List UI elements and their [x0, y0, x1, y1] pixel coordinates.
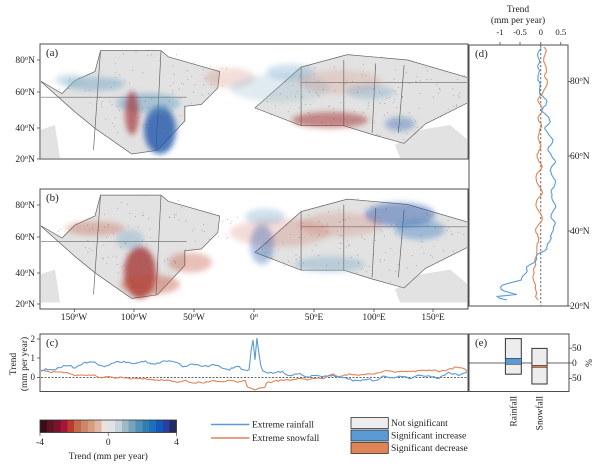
svg-text:-0.5: -0.5 [513, 27, 527, 37]
svg-text:0: 0 [572, 359, 577, 369]
svg-text:1: 1 [31, 353, 36, 363]
svg-text:(d): (d) [475, 48, 488, 60]
svg-text:Significant increase: Significant increase [391, 431, 466, 442]
svg-text:Trend: Trend [9, 353, 19, 376]
svg-text:50oE: 50oE [305, 312, 324, 324]
svg-text:%: % [585, 359, 595, 367]
svg-text:Extreme snowfall: Extreme snowfall [252, 433, 320, 444]
svg-text:50: 50 [572, 344, 582, 354]
svg-text:0: 0 [539, 27, 544, 37]
svg-text:100oE: 100oE [362, 312, 386, 324]
svg-text:(b): (b) [46, 192, 59, 204]
svg-text:(e): (e) [475, 337, 488, 349]
svg-text:-1: -1 [496, 27, 503, 37]
svg-text:100oW: 100oW [121, 312, 148, 324]
svg-text:Not significant: Not significant [391, 418, 448, 429]
svg-text:(mm per year): (mm per year) [491, 15, 545, 26]
svg-text:0: 0 [31, 372, 36, 382]
svg-text:4: 4 [174, 438, 179, 448]
svg-text:(mm per year): (mm per year) [19, 337, 30, 391]
svg-text:Extreme rainfall: Extreme rainfall [252, 420, 314, 431]
svg-text:0: 0 [106, 438, 111, 448]
svg-text:Significant decrease: Significant decrease [391, 443, 468, 454]
svg-text:Snowfall: Snowfall [535, 396, 546, 431]
svg-text:Trend: Trend [507, 5, 530, 15]
svg-text:-4: -4 [36, 438, 44, 448]
svg-text:150oW: 150oW [61, 312, 88, 324]
svg-text:50: 50 [572, 374, 582, 384]
svg-text:Trend (mm per year): Trend (mm per year) [69, 451, 148, 462]
svg-text:(a): (a) [46, 47, 59, 59]
svg-text:(c): (c) [46, 337, 59, 349]
svg-text:0.5: 0.5 [555, 27, 566, 37]
svg-text:Rainfall: Rainfall [509, 396, 520, 427]
svg-text:150oE: 150oE [421, 312, 445, 324]
svg-text:2: 2 [31, 334, 36, 344]
